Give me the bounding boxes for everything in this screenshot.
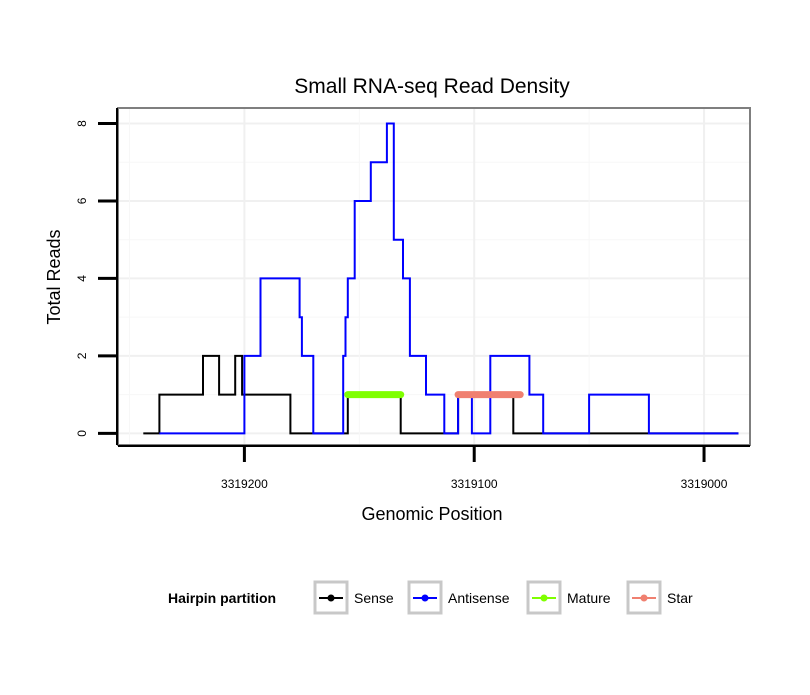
y-tick-label: 4 bbox=[75, 275, 89, 282]
grid-layer bbox=[118, 108, 750, 445]
x-axis-title: Genomic Position bbox=[361, 504, 502, 524]
legend-marker-star bbox=[640, 594, 648, 602]
y-ticks: 0 2 4 6 8 bbox=[75, 120, 117, 437]
legend-marker-sense bbox=[327, 594, 335, 602]
y-axis-title: Total Reads bbox=[44, 229, 64, 324]
y-tick-label: 2 bbox=[75, 352, 89, 359]
legend-label-sense: Sense bbox=[354, 590, 394, 606]
legend-title: Hairpin partition bbox=[168, 590, 276, 606]
legend-label-star: Star bbox=[667, 590, 693, 606]
x-tick-label: 3319200 bbox=[221, 477, 268, 491]
x-tick-label: 3319000 bbox=[681, 477, 728, 491]
legend-label-mature: Mature bbox=[567, 590, 611, 606]
legend-marker-antisense bbox=[421, 594, 429, 602]
y-tick-label: 6 bbox=[75, 197, 89, 204]
chart-title: Small RNA-seq Read Density bbox=[294, 75, 570, 98]
legend-label-antisense: Antisense bbox=[448, 590, 510, 606]
legend-marker-mature bbox=[540, 594, 548, 602]
y-tick-label: 8 bbox=[75, 120, 89, 127]
y-tick-label: 0 bbox=[75, 430, 89, 437]
series-line-antisense bbox=[159, 122, 739, 435]
x-ticks: 3319200 3319100 3319000 bbox=[221, 446, 728, 491]
legend: Hairpin partition Sense Antisense Mature St… bbox=[168, 580, 693, 615]
x-tick-label: 3319100 bbox=[451, 477, 498, 491]
series-layer bbox=[143, 122, 739, 435]
